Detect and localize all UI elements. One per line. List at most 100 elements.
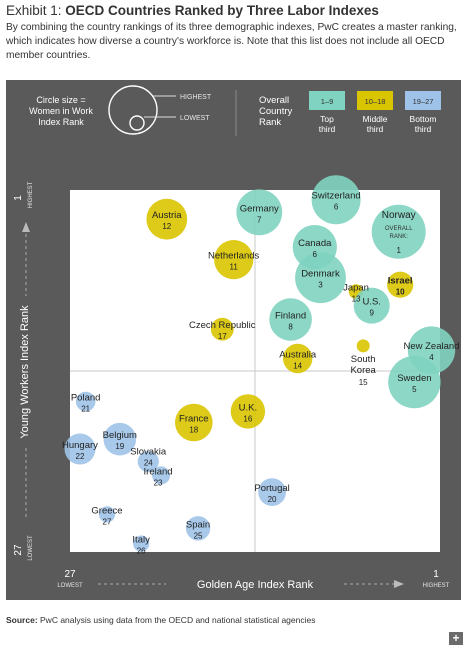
bubble-rank-label: 7 [257, 215, 262, 224]
bubble-country-label: Germany [240, 203, 279, 214]
bubble-point [64, 433, 96, 465]
bubble-point [98, 506, 116, 523]
y-axis-top-label: HIGHEST [28, 181, 34, 208]
size-legend-highest-circle [108, 85, 158, 135]
exhibit-description: By combining the country rankings of its… [6, 22, 457, 61]
y-axis-label: Young Workers Index Rank [19, 305, 31, 439]
bubble-country-label: Austria [152, 210, 182, 221]
bubble-country-label: Greece [91, 505, 122, 516]
bubble-point [311, 175, 361, 225]
bubble-rank-label: 1 [397, 246, 402, 255]
bubble-country-label: Denmark [301, 269, 340, 280]
bubble-rank-label: 21 [81, 405, 90, 414]
bubble-rank-label: 6 [334, 203, 339, 212]
bubble-country-label: Slovakia [130, 447, 167, 458]
y-axis-bottom-value: 27 [13, 544, 24, 556]
rank-group-caption: Middle [362, 114, 387, 124]
bubble-country-label: Hungary [62, 440, 98, 451]
bubble-point [295, 252, 346, 304]
bubble-country-label: Australia [279, 349, 317, 360]
bubble-country-label: Italy [132, 535, 150, 546]
bubble-country-label: U.K. [239, 402, 257, 413]
source-text: PwC analysis using data from the OECD an… [37, 615, 316, 625]
rank-group-caption: third [415, 124, 432, 134]
source-label: Source: [6, 615, 38, 625]
rank-group-range: 10–18 [365, 97, 386, 106]
overall-rank-note: RANK: [390, 234, 409, 240]
bubble-country-label: Israel [388, 276, 413, 287]
size-legend-label: Women in Work [29, 106, 93, 116]
bubble-point [230, 394, 266, 429]
bubble-rank-label: 5 [412, 385, 417, 394]
bubble-point [185, 516, 211, 541]
bubble-country-label: Spain [186, 519, 210, 530]
bubble-country-label: Canada [298, 238, 332, 249]
x-axis-label: Golden Age Index Rank [197, 579, 314, 591]
x-axis-left-value: 27 [64, 569, 76, 580]
bubble-rank-label: 22 [76, 452, 85, 461]
bubble-rank-label: 24 [144, 459, 153, 468]
bubble-point [371, 204, 426, 259]
bubble-point [236, 189, 283, 236]
rank-group-range: 1–9 [321, 97, 334, 106]
source-note: Source: PwC analysis using data from the… [6, 615, 315, 625]
bubble-rank-label: 17 [218, 332, 227, 341]
bubble-point [387, 271, 414, 298]
bubble-point [75, 391, 96, 412]
overall-rank-legend-label: Overall [259, 95, 289, 106]
bubble-rank-label: 20 [268, 495, 277, 504]
exhibit-label: Exhibit 1: [6, 3, 66, 18]
size-legend-lowest-label: LOWEST [180, 115, 210, 122]
bubble-country-label: Sweden [397, 373, 431, 384]
bubble-point [103, 422, 137, 456]
bubble-point [133, 535, 150, 552]
bubble-rank-label: 12 [162, 222, 171, 231]
overall-rank-legend-label: Rank [259, 117, 281, 128]
bubble-country-label: Switzerland [312, 191, 361, 202]
bubble-point [146, 198, 188, 240]
bubble-rank-label: 18 [189, 426, 198, 435]
bubble-country-label: Finland [275, 310, 306, 321]
bubble-rank-label: 16 [243, 414, 252, 423]
exhibit-title: Exhibit 1: OECD Countries Ranked by Thre… [6, 3, 466, 18]
bubble-point [283, 343, 313, 374]
bubble-country-label: U.S. [362, 297, 380, 308]
chart-panel: Circle size = Women in Work Index Rank HIGH… [6, 80, 461, 600]
bubble-rank-label: 4 [429, 353, 434, 362]
chart-title: OECD Countries Ranked by Three Labor Ind… [65, 3, 379, 18]
bubble-point [137, 450, 159, 473]
x-axis-right-value: 1 [433, 569, 439, 580]
bubble-rank-label: 8 [288, 322, 293, 331]
bubble-country-label: Ireland [144, 466, 173, 477]
bubble-point [214, 240, 254, 280]
rank-group-caption: third [319, 124, 336, 134]
bubble-rank-label: 10 [396, 288, 405, 297]
bubble-rank-label: 26 [137, 547, 146, 556]
bubble-country-label: Czech Republic [189, 320, 256, 331]
y-axis-arrow [22, 222, 30, 232]
bubble-country-label: New Zealand [403, 341, 459, 352]
bubble-country-label: Poland [71, 393, 101, 404]
bubble-point [353, 287, 390, 324]
rank-group-caption: third [367, 124, 384, 134]
overall-rank-legend-label: Country [259, 106, 293, 117]
y-axis-bottom-label: LOWEST [28, 535, 34, 561]
bubble-rank-label: 9 [369, 309, 374, 318]
bubble-rank-label: 11 [229, 263, 238, 272]
rank-group-caption: Bottom [410, 114, 437, 124]
expand-plus-icon[interactable]: + [449, 632, 463, 645]
bubble-rank-label: 25 [194, 531, 203, 540]
bubble-rank-label: 3 [318, 281, 323, 290]
size-legend-label: Index Rank [38, 117, 84, 127]
size-legend-label: Circle size = [36, 95, 85, 105]
bubble-country-label: Portugal [254, 483, 289, 494]
bubble-point [175, 403, 213, 442]
rank-group-swatch [357, 91, 393, 110]
bubble-rank-label: 23 [154, 478, 163, 487]
bubble-country-label: Japan [343, 283, 369, 294]
x-axis-arrow [394, 580, 404, 588]
bubble-country-label: Netherlands [208, 251, 259, 262]
rank-group-caption: Top [320, 114, 334, 124]
rank-group-swatch [309, 91, 345, 110]
